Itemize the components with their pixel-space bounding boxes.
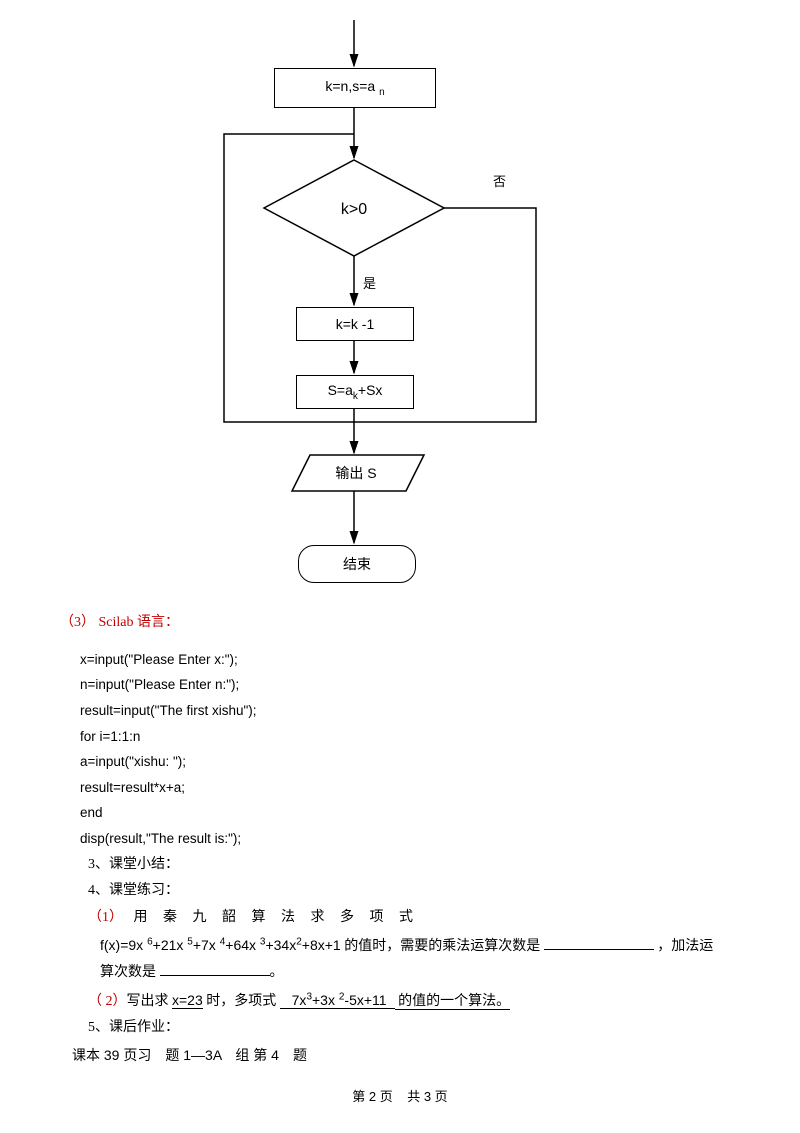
cond-text: k>0	[341, 201, 367, 218]
section3-label: （3） Scilab 语言：	[60, 610, 730, 637]
homework-text: 课本 39 页习 题 1—3A 组 第 4 题	[60, 1042, 730, 1069]
section-exercise: 4、课堂练习：	[60, 878, 730, 905]
section-homework: 5、课后作业：	[60, 1015, 730, 1042]
node-end: 结束	[298, 545, 416, 583]
scilab-code: x=input("Please Enter x:"); n=input("Ple…	[60, 647, 730, 852]
blank-mult[interactable]	[544, 949, 654, 950]
node-dec: k=k -1	[296, 307, 414, 341]
code-line: result=result*x+a;	[80, 775, 730, 801]
node-init-text: k=n,s=a n	[325, 78, 384, 98]
q2-poly: 7x3+3x 2-5x+11	[280, 992, 395, 1009]
q2-text1: 写出求	[127, 994, 173, 1009]
page-footer: 第 2 页 共 3 页	[0, 1086, 800, 1105]
q2-line: （ 2）写出求 x=23 时，多项式 7x3+3x 2-5x+11 的值的一个算…	[60, 987, 730, 1016]
q1-line1: （1） 用 秦 九 韶 算 法 求 多 项 式	[60, 905, 730, 932]
q2-x: x=23	[172, 992, 203, 1009]
label-no: 否	[490, 170, 509, 191]
q1-label: （1）	[88, 910, 123, 925]
code-line: result=input("The first xishu");	[80, 698, 730, 724]
footer-total: 共 3 页	[407, 1089, 447, 1104]
node-assign: S=ak+Sx	[296, 375, 414, 409]
output-text: 输出 S	[335, 465, 376, 481]
q1-formula: f(x)=9x 6+21x 5+7x 4+64x 3+34x2+8x+1	[100, 937, 341, 953]
q1-text2: 的值时，需要的乘法运算次数是	[341, 939, 541, 954]
q1-text1: 用 秦 九 韶 算 法 求 多 项 式	[134, 910, 420, 925]
node-assign-text: S=ak+Sx	[328, 382, 383, 402]
q1-line3: 算次数是 。	[60, 960, 730, 987]
flowchart-container: k>0 输出 S k=n,s=a n 是 否 k=k -1 S=ak+Sx 结束	[0, 0, 800, 610]
node-init: k=n,s=a n	[274, 68, 436, 108]
q2-text3: 的值的一个算法。	[395, 994, 511, 1010]
code-line: for i=1:1:n	[80, 724, 730, 750]
section-summary: 3、课堂小结：	[60, 852, 730, 879]
code-line: a=input("xishu: ");	[80, 749, 730, 775]
q2-label: （ 2）	[88, 994, 127, 1009]
q1-text4: 算次数是	[100, 965, 156, 980]
blank-add[interactable]	[160, 975, 270, 976]
code-line: disp(result,"The result is:");	[80, 826, 730, 852]
q2-text2: 时，多项式	[203, 994, 277, 1009]
code-line: n=input("Please Enter n:");	[80, 672, 730, 698]
document-body: （3） Scilab 语言： x=input("Please Enter x:"…	[0, 610, 800, 1068]
label-yes: 是	[360, 272, 379, 293]
q1-text3: ，加法运	[657, 939, 713, 954]
footer-page: 第 2 页	[352, 1089, 392, 1104]
code-line: x=input("Please Enter x:");	[80, 647, 730, 673]
code-line: end	[80, 800, 730, 826]
q1-line2: f(x)=9x 6+21x 5+7x 4+64x 3+34x2+8x+1 的值时…	[60, 932, 730, 961]
